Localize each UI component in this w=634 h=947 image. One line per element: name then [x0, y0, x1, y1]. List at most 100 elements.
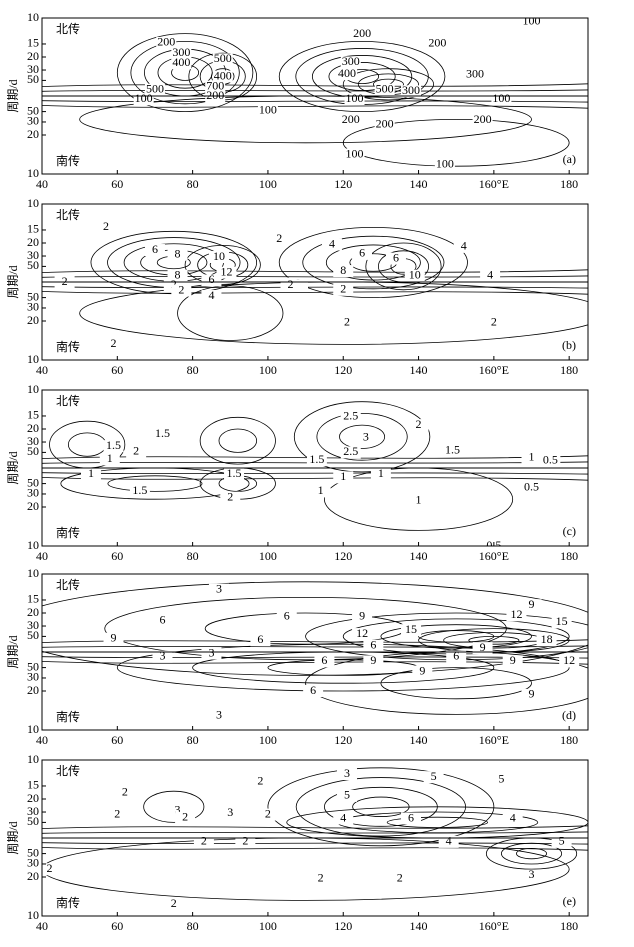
contour-label: 12 — [356, 626, 368, 640]
contour-label: 2 — [491, 314, 497, 328]
contour-line — [302, 235, 445, 290]
contour-label: 3 — [216, 581, 222, 595]
south-label: 南传 — [56, 153, 80, 168]
label-bg — [126, 445, 147, 458]
y-tick-label: 30 — [27, 618, 39, 632]
label-bg — [363, 655, 384, 668]
contour-label: 2.5 — [343, 444, 358, 458]
y-tick-label: 10 — [27, 352, 39, 366]
contour-line — [42, 269, 588, 274]
label-bg — [438, 835, 459, 848]
y-tick-label: 50 — [27, 659, 39, 673]
contour-label: 0.5 — [524, 479, 539, 493]
y-tick-label: 50 — [27, 258, 39, 272]
x-tick-label: 100 — [259, 733, 277, 747]
label-bg — [446, 650, 467, 663]
y-tick-label: 20 — [27, 235, 39, 249]
contour-line — [500, 842, 563, 865]
panel: 3669912151269151896336996912693406080100… — [6, 566, 589, 747]
label-bg — [103, 440, 124, 453]
contour-label: 1.5 — [309, 452, 324, 466]
label-bg — [483, 316, 504, 329]
north-label: 北传 — [56, 393, 80, 408]
x-tick-label: 40 — [36, 919, 48, 933]
y-tick-label: 10 — [27, 908, 39, 922]
y-tick-label: 50 — [27, 72, 39, 86]
contour-label: 12 — [221, 264, 233, 278]
contour-label: 2 — [318, 870, 324, 884]
contour-label: 10 — [213, 249, 225, 263]
label-bg — [401, 812, 422, 825]
contour-line — [116, 643, 570, 692]
label-bg — [374, 118, 395, 131]
contour-label: 12 — [563, 653, 575, 667]
x-tick-label: 140 — [410, 549, 428, 563]
y-tick-label: 30 — [27, 434, 39, 448]
label-bg — [540, 454, 561, 467]
label-bg — [321, 238, 342, 251]
contours: 2224681012864688106422224222 — [42, 219, 588, 351]
contour-label: 6 — [152, 242, 158, 256]
contour-label: 300 — [402, 83, 420, 97]
contour-label: 0.5 — [486, 538, 501, 552]
x-tick-label: 160°E — [479, 733, 509, 747]
label-bg — [171, 284, 192, 297]
contour-label: 4 — [510, 810, 516, 824]
x-tick-label: 100 — [259, 177, 277, 191]
x-tick-label: 100 — [259, 919, 277, 933]
x-tick-label: 80 — [187, 177, 199, 191]
contour-line — [42, 104, 588, 109]
contour-line — [516, 847, 547, 860]
y-tick-label: 20 — [27, 791, 39, 805]
label-bg — [276, 610, 297, 623]
contour-label: 6 — [370, 638, 376, 652]
label-bg — [340, 446, 361, 459]
contour-label: 12 — [510, 607, 522, 621]
contour-label: 10 — [409, 268, 421, 282]
label-bg — [337, 789, 358, 802]
contour-label: 15 — [405, 622, 417, 636]
y-tick-label: 20 — [27, 499, 39, 513]
north-label: 北传 — [56, 763, 80, 778]
label-bg — [521, 18, 542, 28]
contour-label: 100 — [346, 91, 364, 105]
contour-line — [293, 401, 431, 473]
label-bg — [152, 428, 173, 441]
contour-label: 300 — [466, 67, 484, 81]
contour-label: 1 — [107, 451, 113, 465]
y-tick-label: 20 — [27, 127, 39, 141]
label-bg — [310, 485, 331, 498]
contour-label: 100 — [346, 146, 364, 160]
contour-label: 3 — [175, 802, 181, 816]
y-tick-label: 10 — [27, 752, 39, 766]
contour-line — [143, 790, 205, 823]
label-bg — [333, 283, 354, 296]
contour-label: 200 — [376, 117, 394, 131]
panel-label: (a) — [563, 152, 576, 166]
contour-label: 2 — [416, 417, 422, 431]
x-tick-label: 60 — [111, 549, 123, 563]
contour-label: 6 — [408, 810, 414, 824]
label-bg — [427, 37, 448, 50]
label-bg — [107, 808, 128, 821]
x-tick-label: 160°E — [479, 919, 509, 933]
contour-label: 4 — [446, 834, 452, 848]
panel-label: (e) — [563, 894, 576, 908]
south-label: 南传 — [56, 709, 80, 724]
label-bg — [337, 68, 358, 81]
label-bg — [205, 80, 226, 93]
contour-line — [386, 816, 488, 829]
contour-label: 2 — [201, 834, 207, 848]
label-bg — [257, 104, 278, 117]
label-bg — [385, 252, 406, 265]
contour-label: 2 — [178, 282, 184, 296]
label-bg — [250, 775, 271, 788]
panel-label: (c) — [563, 524, 576, 538]
contour-label: 1 — [88, 466, 94, 480]
contour-line — [278, 226, 468, 298]
south-label: 南传 — [56, 525, 80, 540]
contour-label: 6 — [284, 609, 290, 623]
y-tick-label: 15 — [27, 222, 39, 236]
label-bg — [144, 244, 165, 257]
